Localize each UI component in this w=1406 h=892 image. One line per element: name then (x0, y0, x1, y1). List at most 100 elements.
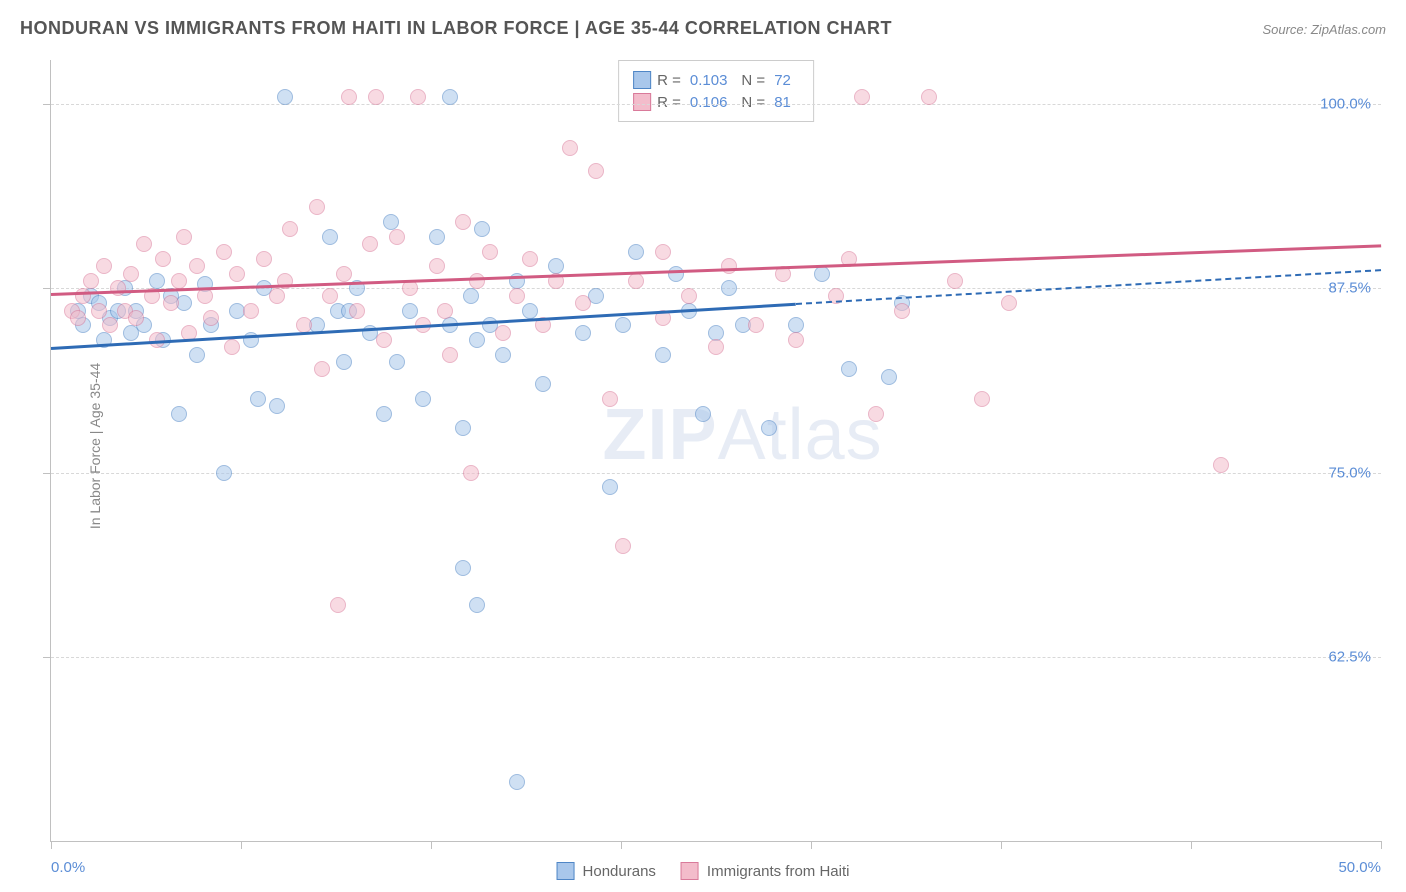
y-tick (43, 657, 51, 658)
n-label: N = (741, 94, 765, 111)
data-point (410, 89, 426, 105)
source-credit: Source: ZipAtlas.com (1262, 22, 1386, 37)
data-point (136, 236, 152, 252)
n-label: N = (741, 72, 765, 89)
data-point (309, 199, 325, 215)
data-point (548, 258, 564, 274)
data-point (668, 266, 684, 282)
data-point (509, 288, 525, 304)
series2-label: Immigrants from Haiti (707, 863, 850, 880)
y-tick (43, 473, 51, 474)
gridline (51, 288, 1381, 289)
data-point (123, 266, 139, 282)
data-point (322, 288, 338, 304)
data-point (389, 354, 405, 370)
data-point (562, 140, 578, 156)
data-point (615, 538, 631, 554)
data-point (469, 332, 485, 348)
data-point (708, 339, 724, 355)
data-point (429, 258, 445, 274)
data-point (681, 288, 697, 304)
data-point (83, 273, 99, 289)
data-point (947, 273, 963, 289)
data-point (110, 280, 126, 296)
data-point (277, 89, 293, 105)
data-point (415, 391, 431, 407)
data-point (695, 406, 711, 422)
x-tick-label: 50.0% (1338, 859, 1381, 876)
data-point (437, 303, 453, 319)
data-point (522, 251, 538, 267)
data-point (588, 163, 604, 179)
data-point (788, 332, 804, 348)
data-point (96, 258, 112, 274)
x-tick (241, 841, 242, 849)
data-point (748, 317, 764, 333)
data-point (224, 339, 240, 355)
data-point (615, 317, 631, 333)
data-point (336, 354, 352, 370)
data-point (349, 303, 365, 319)
y-tick-label: 62.5% (1328, 648, 1371, 665)
x-tick (51, 841, 52, 849)
data-point (189, 347, 205, 363)
data-point (250, 391, 266, 407)
data-point (655, 347, 671, 363)
swatch-series1-bottom (557, 862, 575, 880)
data-point (229, 266, 245, 282)
data-point (269, 288, 285, 304)
data-point (442, 89, 458, 105)
y-tick (43, 288, 51, 289)
watermark-thin: Atlas (718, 395, 883, 475)
data-point (171, 273, 187, 289)
chart-plot-area: ZIPAtlas R = 0.103 N = 72 R = 0.106 N = … (50, 60, 1381, 842)
data-point (495, 347, 511, 363)
swatch-series2 (633, 93, 651, 111)
r-value-1: 0.103 (690, 72, 728, 89)
x-tick (1191, 841, 1192, 849)
data-point (171, 406, 187, 422)
data-point (463, 465, 479, 481)
series-legend: Hondurans Immigrants from Haiti (557, 862, 850, 880)
correlation-legend: R = 0.103 N = 72 R = 0.106 N = 81 (618, 60, 814, 122)
data-point (788, 317, 804, 333)
data-point (197, 288, 213, 304)
data-point (336, 266, 352, 282)
y-tick-label: 87.5% (1328, 280, 1371, 297)
data-point (721, 280, 737, 296)
data-point (655, 244, 671, 260)
data-point (854, 89, 870, 105)
data-point (602, 391, 618, 407)
swatch-series2-bottom (681, 862, 699, 880)
data-point (535, 376, 551, 392)
data-point (1001, 295, 1017, 311)
data-point (868, 406, 884, 422)
n-value-1: 72 (774, 72, 791, 89)
data-point (602, 479, 618, 495)
data-point (149, 273, 165, 289)
data-point (368, 89, 384, 105)
data-point (163, 295, 179, 311)
data-point (389, 229, 405, 245)
data-point (482, 244, 498, 260)
x-tick (811, 841, 812, 849)
data-point (761, 420, 777, 436)
trend-line (51, 303, 796, 350)
data-point (128, 310, 144, 326)
x-tick (1381, 841, 1382, 849)
data-point (974, 391, 990, 407)
data-point (203, 310, 219, 326)
data-point (102, 317, 118, 333)
data-point (509, 774, 525, 790)
data-point (155, 251, 171, 267)
data-point (91, 303, 107, 319)
data-point (243, 303, 259, 319)
data-point (455, 560, 471, 576)
data-point (70, 310, 86, 326)
data-point (330, 597, 346, 613)
data-point (429, 229, 445, 245)
data-point (628, 244, 644, 260)
data-point (814, 266, 830, 282)
data-point (495, 325, 511, 341)
legend-item-2: Immigrants from Haiti (681, 862, 850, 880)
